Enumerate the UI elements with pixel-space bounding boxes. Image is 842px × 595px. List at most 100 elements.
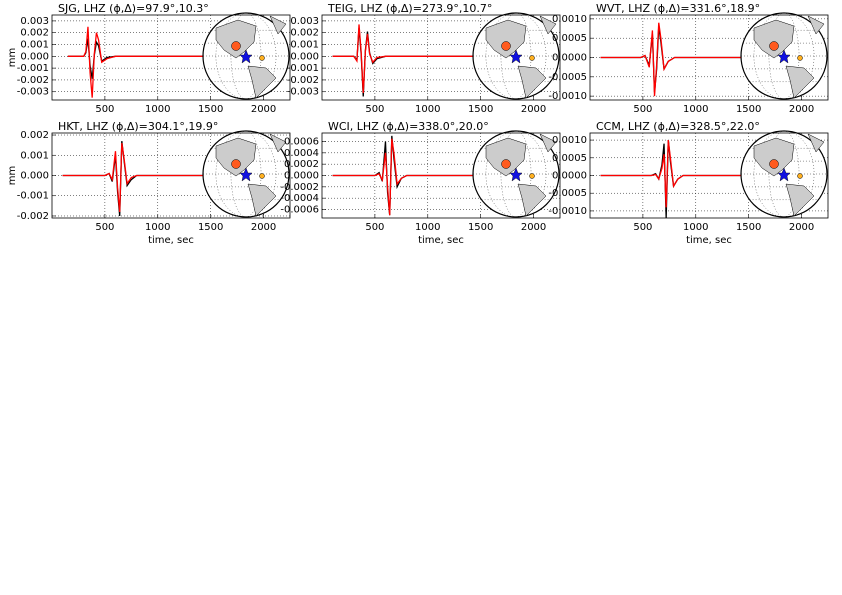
axes-frame (589, 14, 829, 101)
panel: 500 1000 1500 2000 0.0010 0.0005 0.0000 -0.0005… (548, 120, 829, 246)
land (807, 133, 825, 153)
x-tick-label: 1500 (736, 104, 761, 115)
y-tick-label: -0.0010 (548, 91, 587, 102)
land (215, 137, 257, 177)
y-tick-label: 0.001 (20, 150, 49, 161)
globe-grid (753, 12, 815, 100)
y-tick-label: -0.0002 (280, 182, 319, 193)
y-tick-label: 0.0006 (284, 137, 319, 148)
globe-inset (202, 12, 290, 100)
y-tick-label: 0.000 (20, 171, 49, 182)
land (485, 19, 527, 59)
y-tick-label: 0.003 (290, 16, 319, 27)
y-tick-label: -0.001 (287, 63, 319, 74)
land (269, 133, 287, 153)
globe-grid (215, 130, 277, 218)
x-axis-label: time, sec (686, 235, 732, 246)
land (539, 133, 557, 153)
station (231, 159, 241, 169)
y-tick-label: -0.0004 (280, 193, 319, 204)
globe-inset (202, 130, 290, 218)
x-tick-label: 500 (365, 222, 384, 233)
y-tick-label: 0.002 (20, 28, 49, 39)
y-tick-label: 0.001 (290, 40, 319, 51)
x-tick-label: 1000 (415, 222, 440, 233)
station (797, 173, 803, 179)
axes-frame (51, 14, 291, 101)
land (517, 65, 547, 99)
y-tick-label: -0.002 (17, 211, 49, 222)
station (529, 55, 535, 61)
axes-frame (51, 132, 291, 219)
y-tick-label: -0.0006 (280, 205, 319, 216)
epicenter (777, 49, 791, 64)
y-tick-label: -0.0005 (548, 72, 587, 83)
x-tick-label: 500 (95, 222, 114, 233)
x-tick-label: 1000 (145, 222, 170, 233)
panel-title: HKT, LHZ (ϕ,Δ)=304.1°,19.9° (58, 120, 218, 133)
trace (62, 143, 264, 212)
land (269, 15, 287, 35)
land (785, 65, 815, 99)
station (259, 55, 265, 61)
y-tick-label: -0.001 (17, 63, 49, 74)
y-tick-label: 0.002 (290, 28, 319, 39)
station (797, 55, 803, 61)
y-tick-label: 0.0005 (552, 153, 587, 164)
y-axis-label: mm (7, 166, 18, 185)
y-tick-label: 0.0000 (552, 53, 587, 64)
globe-inset (740, 130, 828, 218)
y-tick-label: -0.003 (287, 87, 319, 98)
panel: 500 1000 1500 20000.0030.0020.0010.000-0.00… (287, 2, 561, 115)
panel: 500 1000 1500 2000 0.0010 0.0005 0.0000 -0.0005… (548, 2, 829, 115)
y-tick-label: 0.0000 (284, 171, 319, 182)
station (231, 41, 241, 51)
y-tick-label: -0.001 (17, 191, 49, 202)
epicenter (509, 49, 523, 64)
land (753, 19, 795, 59)
panel: 500 1000 1500 20000.0030.0020.0010.000-0.00… (7, 2, 291, 115)
y-tick-label: -0.002 (287, 75, 319, 86)
globe-grid (485, 130, 547, 218)
globe-inset (740, 12, 828, 100)
x-tick-label: 500 (95, 104, 114, 115)
trace (600, 22, 802, 97)
panel-title: CCM, LHZ (ϕ,Δ)=328.5°,22.0° (596, 120, 760, 133)
panel-title: TEIG, LHZ (ϕ,Δ)=273.9°,10.7° (327, 2, 492, 15)
y-tick-label: -0.003 (17, 87, 49, 98)
station (259, 173, 265, 179)
land (753, 137, 795, 177)
land (247, 65, 277, 99)
x-tick-label: 2000 (251, 104, 276, 115)
land (807, 15, 825, 35)
trace (332, 138, 534, 216)
x-tick-label: 1000 (683, 104, 708, 115)
x-axis-label: time, sec (148, 235, 194, 246)
epicenter (239, 49, 253, 64)
axes-frame (589, 132, 829, 219)
station (769, 41, 779, 51)
y-tick-label: -0.0010 (548, 206, 587, 217)
x-tick-label: 500 (633, 104, 652, 115)
panel-title: SJG, LHZ (ϕ,Δ)=97.9°,10.3° (58, 2, 209, 15)
x-tick-label: 2000 (789, 104, 814, 115)
panel: 500 1000 1500 2000 0.002 0.001 0.000 -0.001 -0.0… (7, 120, 291, 246)
x-tick-label: 1000 (683, 222, 708, 233)
x-tick-label: 2000 (251, 222, 276, 233)
land (485, 137, 527, 177)
trace (600, 140, 802, 208)
y-tick-label: 0.0004 (284, 148, 319, 159)
y-axis-label: mm (7, 48, 18, 67)
y-tick-label: 0.003 (20, 16, 49, 27)
x-tick-label: 2000 (521, 104, 546, 115)
globe-grid (215, 12, 277, 100)
land (517, 183, 547, 217)
y-tick-label: -0.0005 (548, 188, 587, 199)
y-tick-label: 0.0010 (552, 14, 587, 25)
epicenter (239, 167, 253, 182)
y-tick-label: 0.0005 (552, 33, 587, 44)
land (247, 183, 277, 217)
globe-grid (753, 130, 815, 218)
x-tick-label: 1500 (736, 222, 761, 233)
